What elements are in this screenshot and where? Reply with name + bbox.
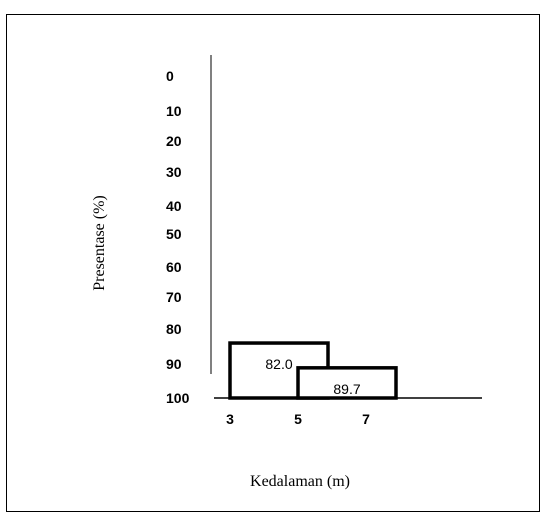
y-tick-labels: 0 10 20 30 40 50 60 70 80 90 100 [166, 68, 190, 406]
y-tick-label: 10 [166, 103, 182, 119]
y-tick-label: 90 [166, 356, 182, 372]
y-tick-label: 40 [166, 198, 182, 214]
bar [296, 366, 398, 400]
y-tick-label: 20 [166, 133, 182, 149]
bar-data-label: 82.0 [265, 356, 292, 372]
x-tick-label: 7 [362, 411, 370, 427]
bar-data-label: 89.7 [333, 381, 360, 397]
y-axis-label: Presentase (%) [91, 195, 108, 291]
bars: 82.0 89.7 [228, 341, 398, 400]
chart-frame [6, 14, 540, 512]
y-tick-label: 50 [166, 226, 182, 242]
y-tick-label: 70 [166, 289, 182, 305]
y-tick-label: 30 [166, 164, 182, 180]
x-tick-labels: 3 5 7 [226, 411, 370, 427]
x-tick-label: 3 [226, 411, 234, 427]
y-tick-label: 80 [166, 321, 182, 337]
y-tick-label: 60 [166, 259, 182, 275]
y-tick-label: 100 [166, 390, 190, 406]
y-tick-label: 0 [166, 68, 174, 84]
x-axis-label: Kedalaman (m) [250, 473, 350, 490]
x-tick-label: 5 [294, 411, 302, 427]
